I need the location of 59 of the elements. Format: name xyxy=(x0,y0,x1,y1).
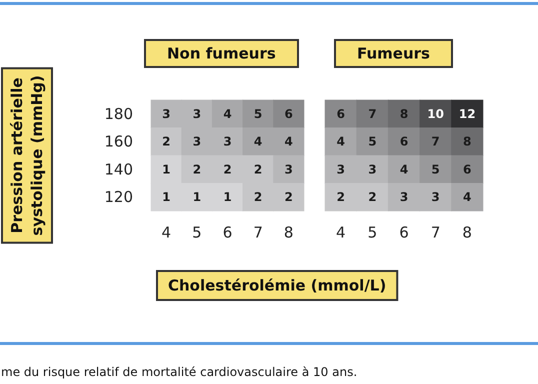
data-label: 2 xyxy=(223,162,232,176)
data-label: 1 xyxy=(162,190,170,204)
x-tick-label: 7 xyxy=(253,224,263,242)
data-label: 3 xyxy=(400,190,408,204)
x-tick-label: 5 xyxy=(368,224,378,242)
data-label: 3 xyxy=(368,162,377,176)
x-tick-label: 5 xyxy=(192,224,202,242)
chart-title: Non fumeurs xyxy=(167,44,276,62)
y-axis-title: Pression artérielle systolique (mmHg) xyxy=(8,75,46,236)
y-tick-label: 160 xyxy=(104,132,133,151)
data-label: 2 xyxy=(284,190,293,204)
data-label: 4 xyxy=(254,134,262,149)
data-label: 10 xyxy=(427,106,444,121)
data-label: 2 xyxy=(368,190,377,204)
y-tick-label: 120 xyxy=(104,188,133,206)
data-label: 2 xyxy=(192,162,202,176)
data-label: 6 xyxy=(400,134,408,149)
data-label: 3 xyxy=(336,162,345,176)
text: me du risque relatif de mortalité cardiovasculaire à 10 ans. xyxy=(1,365,358,379)
data-label: 3 xyxy=(284,162,293,176)
chart-title: Fumeurs xyxy=(357,44,430,62)
data-label: 7 xyxy=(368,106,377,121)
data-label: 6 xyxy=(284,106,293,121)
data-label: 2 xyxy=(254,162,262,176)
data-label: 4 xyxy=(336,134,345,149)
data-label: 1 xyxy=(192,190,202,204)
x-tick-label: 8 xyxy=(284,224,294,242)
x-tick-label: 6 xyxy=(222,224,232,242)
x-axis-title: Cholestérolémie (mmol/L) xyxy=(168,276,386,294)
data-label: 3 xyxy=(223,134,232,149)
data-label: 4 xyxy=(284,134,293,149)
data-label: 2 xyxy=(162,134,170,149)
data-label: 5 xyxy=(368,134,377,149)
data-label: 3 xyxy=(431,190,440,204)
x-tick-label: 8 xyxy=(462,224,472,242)
data-label: 6 xyxy=(463,162,472,176)
data-label: 6 xyxy=(336,106,345,121)
data-label: 2 xyxy=(254,190,262,204)
x-tick-label: 4 xyxy=(336,224,346,242)
y-tick-label: 180 xyxy=(104,104,133,123)
data-label: 5 xyxy=(254,106,262,121)
data-label: 8 xyxy=(400,106,408,121)
data-label: 4 xyxy=(223,106,232,121)
data-label: 3 xyxy=(162,106,170,121)
x-tick-label: 4 xyxy=(162,224,172,242)
data-label: 12 xyxy=(458,106,476,121)
data-label: 1 xyxy=(223,190,232,204)
data-label: 7 xyxy=(431,134,440,149)
x-tick-label: 6 xyxy=(399,224,409,242)
x-tick-label: 7 xyxy=(430,224,440,242)
data-label: 8 xyxy=(463,134,472,149)
data-label: 5 xyxy=(431,162,440,176)
y-tick-label: 140 xyxy=(104,160,133,178)
data-label: 4 xyxy=(400,162,408,176)
data-label: 4 xyxy=(463,190,472,204)
data-label: 2 xyxy=(336,190,345,204)
data-label: 1 xyxy=(162,162,170,176)
data-label: 3 xyxy=(192,106,202,121)
data-label: 3 xyxy=(192,134,202,149)
